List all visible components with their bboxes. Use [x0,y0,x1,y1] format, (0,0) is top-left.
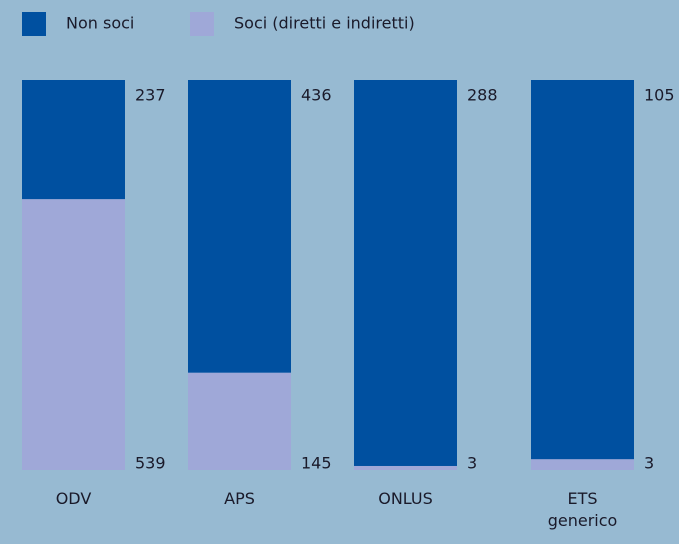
bar-segment [531,80,634,460]
value-label: 288 [467,86,498,105]
bar-segment [354,80,457,466]
value-label: 3 [644,454,654,473]
value-label: 105 [644,86,675,105]
value-label: 237 [135,86,166,105]
legend-label: Non soci [66,14,134,33]
legend-label: Soci (diretti e indiretti) [234,14,415,33]
category-label: ODV [56,489,92,508]
bar-segment [531,459,634,470]
bar-segment [22,80,125,200]
bar-segment [188,372,291,470]
legend-swatch [190,12,214,36]
bar-segment [188,80,291,373]
value-label: 539 [135,454,166,473]
category-label: APS [224,489,255,508]
value-label: 436 [301,86,332,105]
value-label: 145 [301,454,332,473]
bar-segment [354,465,457,470]
legend-swatch [22,12,46,36]
bar-segment [22,199,125,470]
category-label: ONLUS [378,489,433,508]
value-label: 3 [467,454,477,473]
category-label: ETS generico [548,489,618,530]
